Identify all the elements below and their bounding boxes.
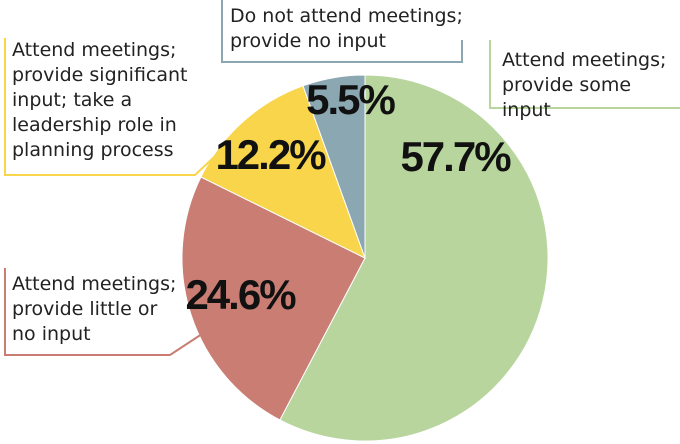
data-label: 57.7% xyxy=(400,133,511,180)
leader-line xyxy=(221,0,463,63)
pie-slice xyxy=(279,74,549,442)
leader-line xyxy=(4,38,246,176)
data-label: 24.6% xyxy=(185,271,296,318)
pie-slice xyxy=(302,74,366,259)
data-label: 5.5% xyxy=(306,76,395,123)
pie-slice xyxy=(200,85,366,259)
pie-slice xyxy=(181,176,366,421)
category-label: Attend meetings; provide some input xyxy=(502,49,667,121)
category-label: Attend meetings; provide little or no in… xyxy=(12,273,177,345)
leader-line xyxy=(4,268,206,356)
category-label: Attend meetings; provide significant inp… xyxy=(12,39,188,161)
leader-line xyxy=(489,40,680,109)
category-label: Do not attend meetings; provide no input xyxy=(230,5,463,52)
data-label: 12.2% xyxy=(215,131,326,178)
